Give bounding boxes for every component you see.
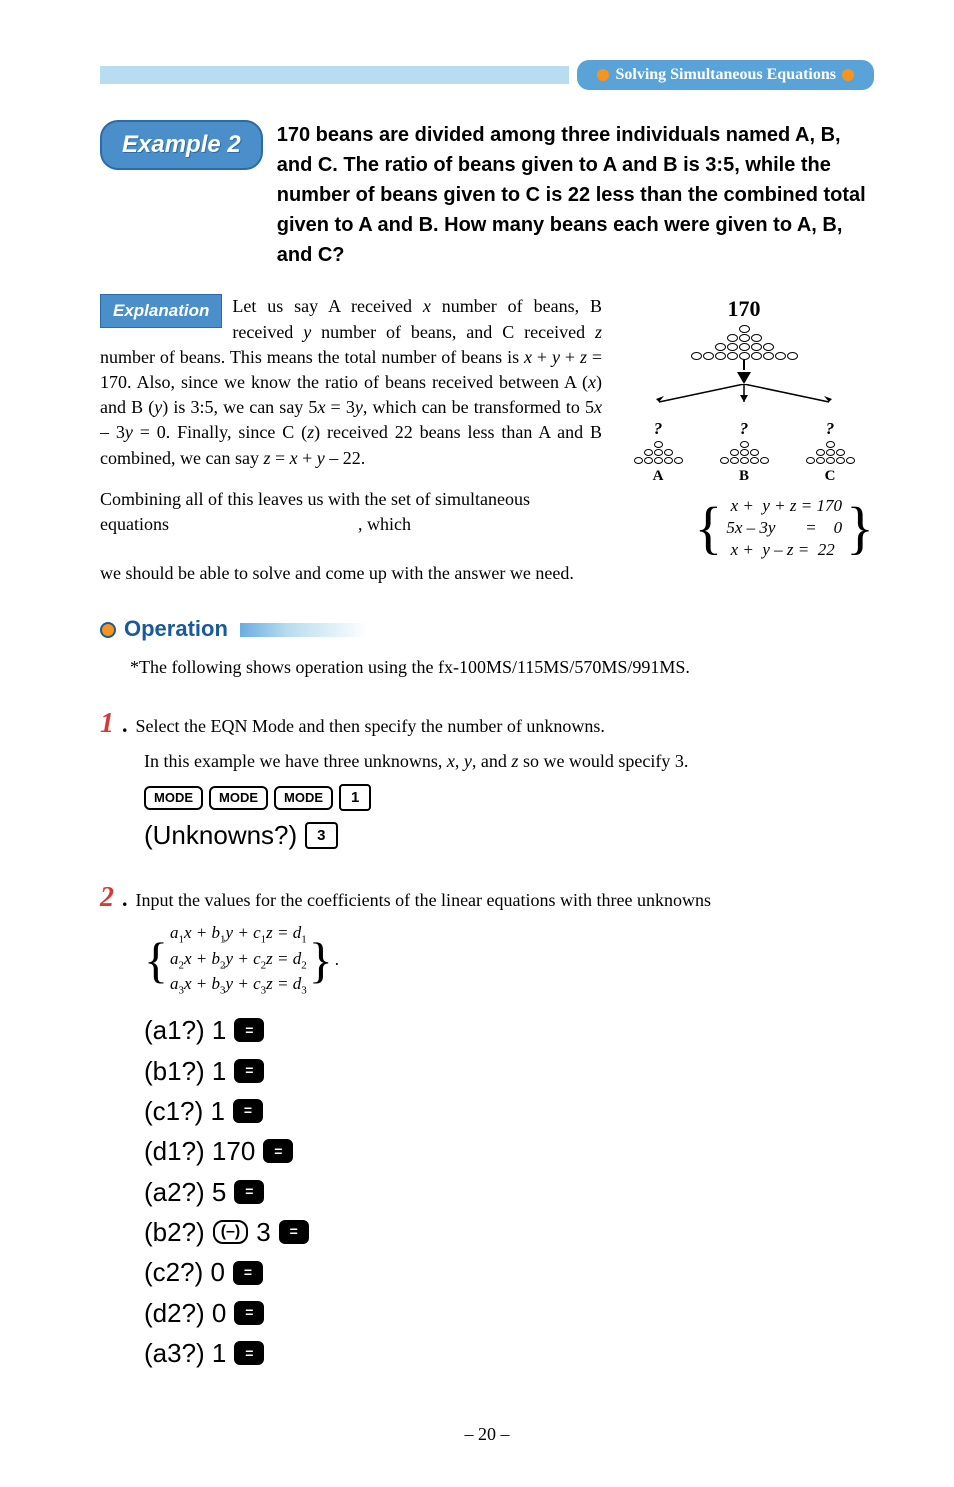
unknowns-prompt: (Unknowns?) 3 — [144, 817, 874, 853]
execute-key: = — [234, 1301, 264, 1325]
header-strip — [100, 66, 569, 84]
operation-header: Operation — [100, 614, 874, 645]
operation-note: *The following shows operation using the… — [130, 655, 874, 680]
op-dot-icon — [100, 622, 116, 638]
calc-input-line: (c1?) 1 = — [144, 1093, 874, 1129]
eq-row-2: 5x – 3y = 0 — [726, 517, 842, 539]
execute-key: = — [234, 1180, 264, 1204]
execute-key: = — [234, 1018, 264, 1042]
calc-prompt: (a1?) 1 — [144, 1012, 226, 1048]
explanation-badge: Explanation — [100, 294, 222, 328]
execute-key: = — [279, 1220, 309, 1244]
step-2-number: 2 — [100, 884, 114, 915]
calc-prompt: (c1?) 1 — [144, 1093, 225, 1129]
pile-b: ? B — [704, 417, 784, 487]
coefficient-template: { a1x + b1y + c1z = d1 a2x + b2y + c2z =… — [144, 922, 874, 998]
diagram-total: 170 — [614, 294, 874, 325]
step-2-text: Input the values for the coefficients of… — [136, 884, 712, 915]
mode-key: MODE — [144, 786, 203, 810]
coef-row-1: a1x + b1y + c1z = d1 — [170, 922, 307, 947]
header-title: Solving Simultaneous Equations — [615, 64, 836, 86]
step-1-text: Select the EQN Mode and then specify the… — [136, 710, 605, 741]
step-1-sub: In this example we have three unknowns, … — [144, 749, 874, 774]
step-1: 1. Select the EQN Mode and then specify … — [100, 710, 874, 741]
execute-key: = — [234, 1059, 264, 1083]
coef-row-3: a3x + b3y + c3z = d3 — [170, 973, 307, 998]
dot-right — [842, 69, 854, 81]
split-row: ? A ? B ? C — [614, 417, 874, 487]
header-pill: Solving Simultaneous Equations — [577, 60, 874, 90]
calc-prompt: (c2?) 0 — [144, 1254, 225, 1290]
negative-key: (–) — [213, 1220, 249, 1244]
step-1-keys: MODE MODE MODE 1 — [144, 784, 874, 811]
label-b: B — [739, 466, 749, 487]
execute-key: = — [233, 1099, 263, 1123]
arrow-down — [737, 372, 751, 384]
solve-line: we should be able to solve and come up w… — [100, 561, 874, 586]
label-c: C — [825, 466, 836, 487]
execute-key: = — [263, 1139, 293, 1163]
coef-row-2: a2x + b2y + c2z = d2 — [170, 948, 307, 973]
big-pile — [614, 325, 874, 360]
eq-row-3: x + y – z = 22 — [726, 539, 842, 561]
step-2: 2. Input the values for the coefficients… — [100, 884, 874, 915]
execute-key: = — [233, 1261, 263, 1285]
eq-row-1: x + y + z = 170 — [726, 495, 842, 517]
split-lines — [634, 384, 854, 404]
problem-text: 170 beans are divided among three indivi… — [277, 120, 874, 270]
one-key: 1 — [339, 784, 371, 811]
calc-prompt: (d2?) 0 — [144, 1295, 226, 1331]
calc-input-line: (d2?) 0 = — [144, 1295, 874, 1331]
calc-prompt: (a3?) 1 — [144, 1335, 226, 1371]
explanation-block: 170 ? A ? B — [100, 294, 874, 586]
pile-a: ? A — [618, 417, 698, 487]
calc-input-line: (b1?) 1 = — [144, 1053, 874, 1089]
label-a: A — [653, 466, 664, 487]
three-key: 3 — [305, 822, 337, 849]
calc-input-line: (a1?) 1 = — [144, 1012, 874, 1048]
calc-input-line: (d1?) 170 = — [144, 1133, 874, 1169]
page-number: – 20 – — [100, 1422, 874, 1447]
example-badge: Example 2 — [100, 120, 263, 170]
mode-key: MODE — [274, 786, 333, 810]
calc-prompt: (d1?) 170 — [144, 1133, 255, 1169]
example-row: Example 2 170 beans are divided among th… — [100, 120, 874, 270]
calc-prompt: (a2?) 5 — [144, 1174, 226, 1210]
input-list: (a1?) 1=(b1?) 1=(c1?) 1=(d1?) 170=(a2?) … — [100, 1012, 874, 1372]
page-header: Solving Simultaneous Equations — [100, 60, 874, 90]
calc-prompt: (b1?) 1 — [144, 1053, 226, 1089]
dot-left — [597, 69, 609, 81]
calc-input-line: (a2?) 5 = — [144, 1174, 874, 1210]
step-1-number: 1 — [100, 710, 114, 741]
calc-input-line: (c2?) 0 = — [144, 1254, 874, 1290]
calc-prompt: (b2?) — [144, 1214, 205, 1250]
bean-diagram: 170 ? A ? B — [614, 294, 874, 486]
calc-input-line: (b2?) (–) 3= — [144, 1214, 874, 1250]
operation-title: Operation — [124, 614, 228, 645]
pile-c: ? C — [790, 417, 870, 487]
arrow-stem — [743, 360, 745, 370]
equation-set: { x + y + z = 170 5x – 3y = 0 x + y – z … — [694, 495, 874, 561]
mode-key: MODE — [209, 786, 268, 810]
op-fade — [240, 623, 400, 637]
calc-input-line: (a3?) 1 = — [144, 1335, 874, 1371]
execute-key: = — [234, 1341, 264, 1365]
